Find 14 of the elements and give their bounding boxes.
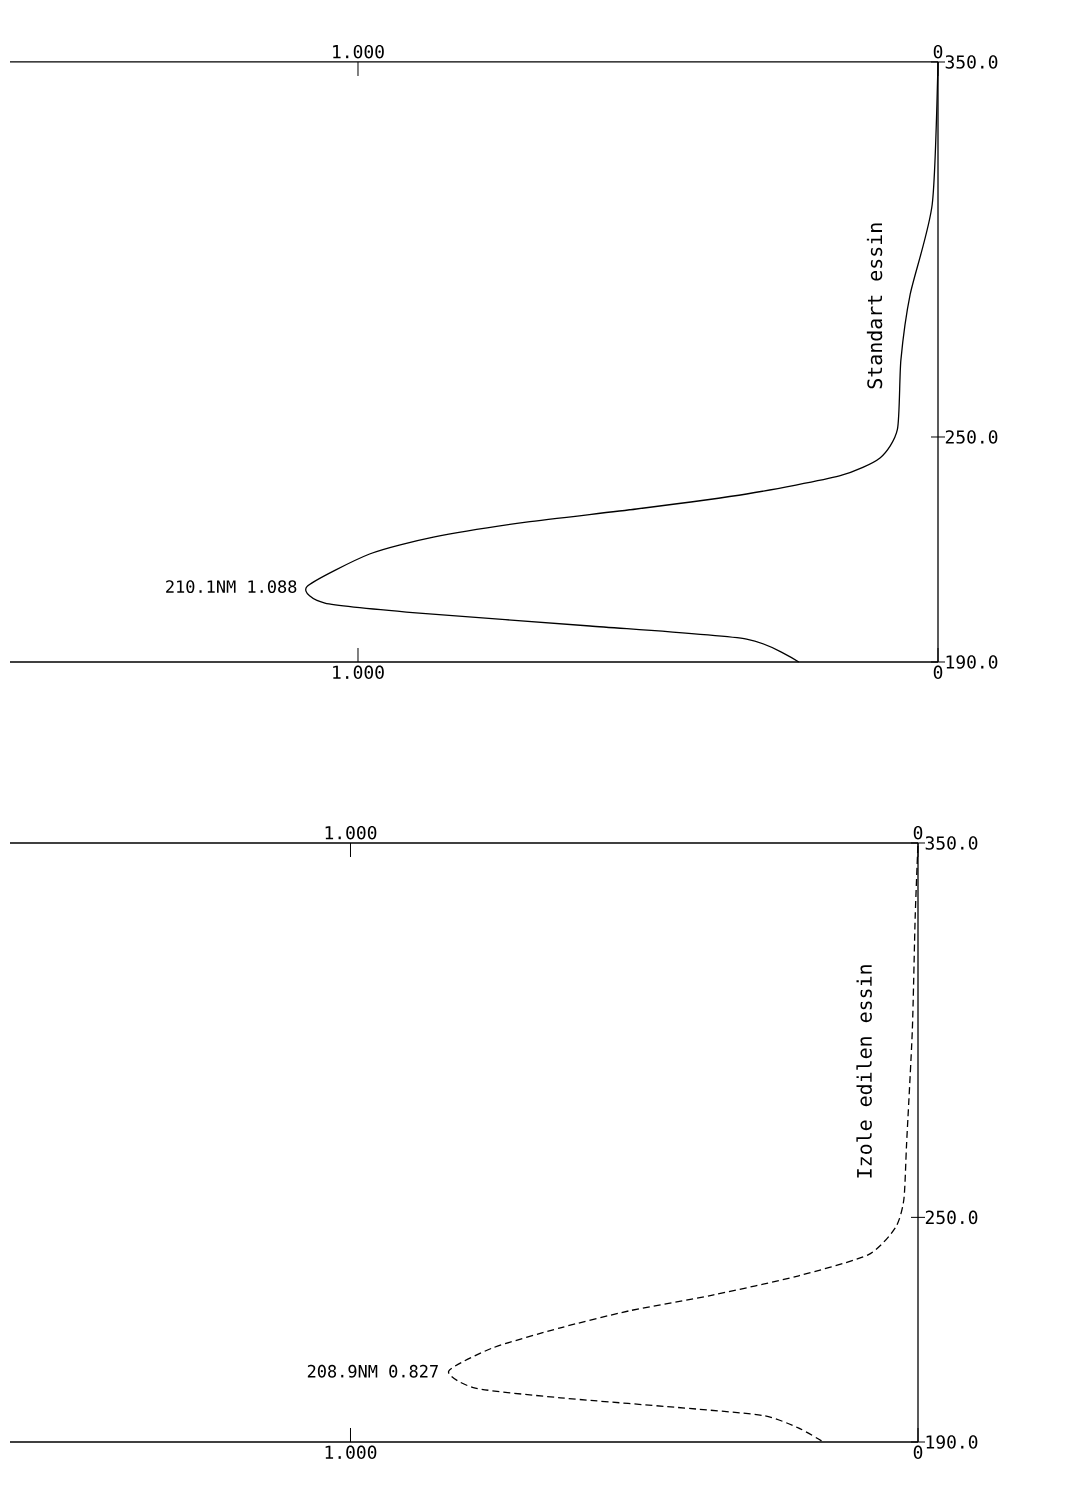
y-tick-label: 350.0: [945, 55, 998, 69]
y-tick-label: 250.0: [945, 430, 998, 444]
y-tick-label: 250.0: [925, 1210, 978, 1225]
annotation: 210.1NM 1.088: [166, 580, 297, 594]
y-tick-label: 350.0: [925, 836, 978, 850]
text: Izole edilen essin: [856, 965, 872, 1178]
x2-tick-label: 0: [913, 825, 923, 840]
text: Standart essin: [866, 223, 883, 389]
x2-tick-label: 1.000: [325, 825, 377, 840]
y-tick-label: 190.0: [946, 655, 998, 669]
x2-tick-label: 1.000: [333, 44, 384, 59]
x2-tick-label: 0: [933, 44, 943, 59]
annotation: 208.9NM 0.827: [307, 1364, 438, 1378]
y-tick-label: 190.0: [926, 1435, 978, 1449]
